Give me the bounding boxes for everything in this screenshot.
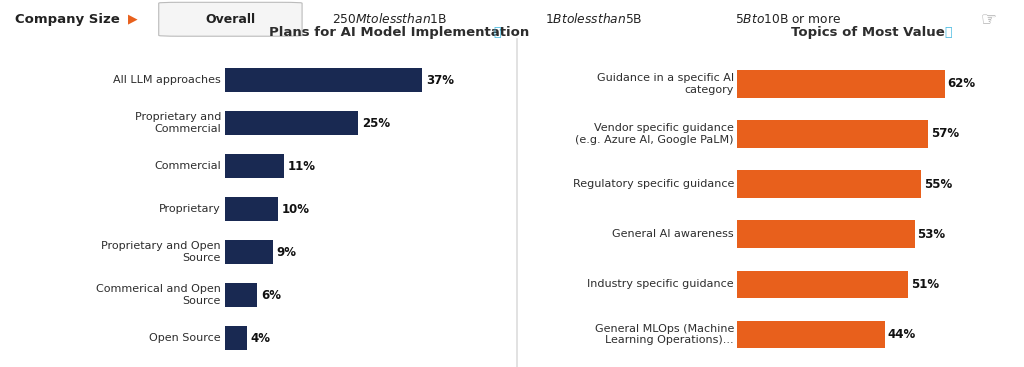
Bar (225, 197, 279, 221)
FancyBboxPatch shape (159, 2, 302, 36)
Bar (225, 112, 358, 135)
Text: Proprietary: Proprietary (160, 204, 221, 214)
Text: ☞: ☞ (980, 10, 996, 28)
Bar (225, 326, 247, 350)
Bar (225, 240, 273, 264)
Text: Regulatory specific guidance: Regulatory specific guidance (572, 179, 734, 189)
Text: Vendor specific guidance
(e.g. Azure AI, Google PaLM): Vendor specific guidance (e.g. Azure AI,… (575, 123, 734, 145)
Bar (737, 170, 922, 198)
Text: $5B to $10B or more: $5B to $10B or more (735, 13, 842, 26)
Text: 55%: 55% (924, 178, 952, 190)
Text: Commercial: Commercial (155, 161, 221, 171)
Text: ▶: ▶ (128, 12, 137, 25)
Text: General AI awareness: General AI awareness (612, 229, 734, 239)
Text: 9%: 9% (276, 246, 297, 259)
Text: Open Source: Open Source (150, 333, 221, 343)
Bar (737, 270, 908, 298)
Text: 62%: 62% (947, 77, 976, 90)
Text: 4%: 4% (250, 332, 270, 345)
Text: Topics of Most Value: Topics of Most Value (791, 26, 945, 39)
Text: ⓘ: ⓘ (494, 26, 501, 39)
Text: Guidance in a specific AI
category: Guidance in a specific AI category (597, 73, 734, 95)
Text: 53%: 53% (918, 228, 945, 241)
Text: 11%: 11% (288, 160, 315, 173)
Text: 51%: 51% (910, 278, 939, 291)
Text: Overall: Overall (206, 13, 255, 26)
Text: ⓘ: ⓘ (944, 26, 952, 39)
Text: 37%: 37% (426, 74, 454, 87)
Bar (737, 221, 914, 248)
Text: $1B to less than $5B: $1B to less than $5B (545, 12, 643, 26)
Text: $250M to less than $1B: $250M to less than $1B (332, 12, 446, 26)
Bar (225, 155, 284, 178)
Bar (225, 283, 257, 307)
Text: 6%: 6% (261, 289, 281, 302)
Text: Company Size: Company Size (15, 13, 120, 26)
Text: 57%: 57% (931, 127, 958, 141)
Text: All LLM approaches: All LLM approaches (114, 75, 221, 85)
Bar (737, 120, 928, 148)
Text: 10%: 10% (283, 203, 310, 216)
Text: General MLOps (Machine
Learning Operations)...: General MLOps (Machine Learning Operatio… (595, 324, 734, 345)
Text: Proprietary and Open
Source: Proprietary and Open Source (101, 241, 221, 263)
Text: 44%: 44% (887, 328, 915, 341)
Text: Industry specific guidance: Industry specific guidance (588, 279, 734, 290)
Text: Plans for AI Model Implementation: Plans for AI Model Implementation (269, 26, 529, 39)
Text: 25%: 25% (361, 117, 390, 130)
Text: Commerical and Open
Source: Commerical and Open Source (96, 284, 221, 306)
Text: Proprietary and
Commercial: Proprietary and Commercial (134, 112, 221, 134)
Bar (737, 70, 945, 98)
Bar (225, 68, 422, 92)
Bar (737, 321, 885, 348)
